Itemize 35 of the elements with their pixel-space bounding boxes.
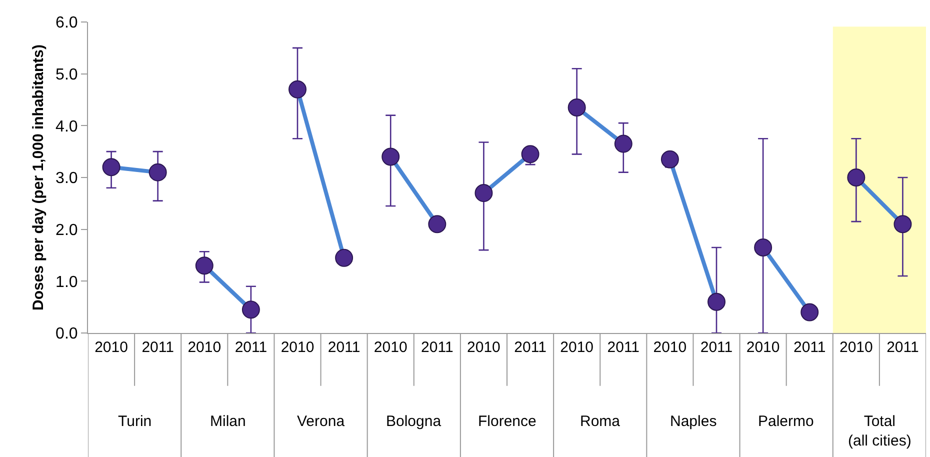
y-axis-title: Doses per day (per 1,000 inhabitants) [30, 44, 47, 310]
y-tick-label: 2.0 [56, 222, 78, 239]
x-tick-label: 2010 [374, 339, 408, 356]
x-tick-label: 2010 [560, 339, 594, 356]
y-tick-label: 5.0 [56, 66, 78, 84]
text: Palermo [758, 413, 814, 430]
y-tick-label: 6.0 [56, 14, 78, 32]
x-tick-label: 2011 [700, 339, 733, 356]
text: Naples [670, 413, 717, 430]
x-tick-label: 2011 [421, 339, 454, 356]
y-tick-label: 4.0 [56, 118, 78, 136]
x-tick-label: 2011 [886, 339, 919, 356]
x-tick-label: 2010 [467, 339, 500, 356]
text: Roma [580, 413, 621, 430]
text: Turin [118, 413, 152, 430]
x-tick-label: 2010 [280, 339, 314, 356]
text: Verona [297, 413, 346, 430]
x-tick-label: 2011 [328, 339, 360, 356]
x-tick-label: 2010 [653, 339, 687, 356]
y-tick-label: 1.0 [56, 274, 78, 291]
text: Bologna [386, 413, 442, 430]
x-tick-label: 2010 [94, 339, 128, 356]
text: Florence [478, 413, 536, 430]
x-tick-label: 2010 [839, 339, 873, 356]
y-tick-label: 3.0 [56, 170, 78, 188]
text: Total (all cities) [848, 413, 912, 450]
text: Milan [210, 413, 246, 430]
x-tick-label: 2011 [142, 339, 174, 356]
x-tick-label: 2011 [793, 339, 826, 356]
x-tick-label: 2010 [746, 339, 780, 356]
x-tick-label: 2011 [514, 339, 546, 356]
y-tick-label: 0.0 [56, 326, 78, 343]
x-tick-label: 2011 [234, 339, 268, 356]
x-tick-label: 2010 [188, 339, 222, 356]
x-tick-label: 2011 [607, 339, 640, 356]
